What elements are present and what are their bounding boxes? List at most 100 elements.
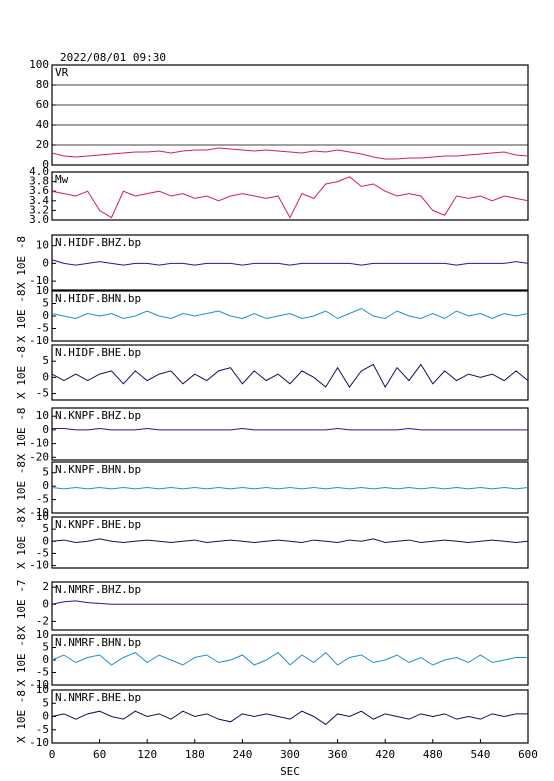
y-tick-label: 3.4	[29, 194, 49, 207]
y-tick-label: -10	[29, 678, 49, 691]
panel-frame	[51, 407, 529, 461]
y-tick-label: 5	[42, 354, 49, 367]
data-line	[51, 710, 528, 726]
y-tick-label: 3.6	[29, 184, 49, 197]
x-tick-label: 180	[185, 748, 205, 761]
panel-frame	[51, 171, 529, 221]
data-line	[51, 176, 529, 219]
y-tick-label: -5	[36, 666, 49, 679]
y-tick-label: 10	[36, 239, 49, 252]
y-tick-label: 20	[36, 138, 49, 151]
data-line	[51, 538, 529, 544]
x-tick-label: 360	[328, 748, 348, 761]
y-tick-label: 5	[42, 297, 49, 310]
data-line	[51, 307, 529, 320]
data-line	[51, 259, 529, 266]
y-axis-label: X 10E -8	[15, 408, 28, 461]
y-tick-label: 3.0	[29, 213, 49, 226]
data-line	[51, 147, 529, 160]
y-tick-label: 0	[42, 710, 49, 723]
panel-label: N.HIDF.BHE.bp	[55, 346, 141, 359]
y-tick-label: 5	[42, 696, 49, 709]
y-tick-label: 0	[42, 597, 49, 610]
y-axis-label: X 10E -8	[15, 346, 28, 399]
y-tick-label: 3.2	[29, 203, 49, 216]
y-axis-label: X 10E -8	[15, 461, 28, 514]
panel-frame	[51, 290, 529, 342]
y-tick-label: -10	[29, 334, 49, 347]
y-axis-label: X 10E -8	[15, 634, 28, 687]
y-tick-label: -10	[29, 736, 49, 749]
y-axis-label: X 10E -8	[15, 690, 28, 743]
panel-label: N.NMRF.BHE.bp	[55, 691, 141, 704]
panel-label: VR	[55, 66, 69, 79]
y-tick-label: 100	[29, 58, 49, 71]
x-tick-label: 120	[137, 748, 157, 761]
panel-label: Mw	[55, 173, 69, 186]
x-tick-label: 600	[518, 748, 538, 761]
y-tick-label: -10	[29, 506, 49, 519]
y-tick-label: 60	[36, 98, 49, 111]
y-tick-label: 3.8	[29, 175, 49, 188]
y-tick-label: -5	[36, 723, 49, 736]
y-tick-label: 4.0	[29, 165, 49, 178]
data-line	[51, 363, 529, 389]
panel-label: N.KNPF.BHN.bp	[55, 463, 141, 476]
data-line	[51, 486, 529, 490]
y-tick-label: 0	[42, 479, 49, 492]
y-tick-label: 40	[36, 118, 49, 131]
y-tick-label: 0	[42, 653, 49, 666]
y-tick-label: 5	[42, 522, 49, 535]
y-axis-label: X 10E -8	[15, 516, 28, 569]
y-tick-label: 0	[42, 309, 49, 322]
y-tick-label: 0	[42, 534, 49, 547]
x-tick-label: 0	[49, 748, 56, 761]
x-tick-label: 540	[470, 748, 490, 761]
y-tick-label: -5	[36, 546, 49, 559]
y-tick-label: 10	[36, 409, 49, 422]
panel-label: N.HIDF.BHZ.bp	[55, 236, 141, 249]
x-tick-label: 60	[93, 748, 106, 761]
panel-label: N.NMRF.BHN.bp	[55, 636, 141, 649]
y-tick-label: 10	[36, 683, 49, 696]
y-tick-label: 5	[42, 641, 49, 654]
data-line	[52, 428, 528, 431]
x-tick-label: 240	[232, 748, 252, 761]
y-axis-label: X 10E -7	[15, 580, 28, 633]
y-tick-label: -10	[29, 437, 49, 450]
y-tick-label: 10	[36, 510, 49, 523]
y-tick-label: -20	[29, 450, 49, 463]
x-tick-label: 420	[375, 748, 395, 761]
x-tick-label: 480	[423, 748, 443, 761]
y-tick-label: -2	[36, 614, 49, 627]
panel-frame	[51, 64, 529, 166]
panel-frame	[51, 344, 529, 401]
y-tick-label: -10	[29, 559, 49, 572]
y-tick-label: 2	[42, 580, 49, 593]
data-line	[51, 600, 528, 605]
data-line	[51, 651, 528, 666]
y-tick-label: 5	[42, 466, 49, 479]
y-tick-label: 0	[42, 158, 49, 171]
y-tick-label: 0	[42, 370, 49, 383]
panel-frame	[51, 234, 529, 291]
y-tick-label: -5	[36, 493, 49, 506]
panel-label: N.NMRF.BHZ.bp	[55, 583, 141, 596]
x-axis-label: SEC	[280, 765, 300, 778]
y-tick-label: 0	[42, 256, 49, 269]
y-tick-label: 80	[36, 78, 49, 91]
y-tick-label: 10	[36, 628, 49, 641]
y-axis-label: X 10E -8	[15, 290, 28, 343]
y-tick-label: -5	[36, 387, 49, 400]
panel-frame	[51, 516, 529, 569]
y-tick-label: -5	[36, 322, 49, 335]
y-tick-label: -10	[29, 274, 49, 287]
panel-label: N.HIDF.BHN.bp	[55, 292, 141, 305]
y-axis-label: X 10E -8	[15, 236, 28, 289]
chart-title: 2022/08/01 09:30	[60, 51, 166, 64]
y-tick-label: 0	[42, 423, 49, 436]
x-tick-label: 300	[280, 748, 300, 761]
panel-label: N.KNPF.BHE.bp	[55, 518, 141, 531]
panel-frame	[51, 581, 529, 631]
